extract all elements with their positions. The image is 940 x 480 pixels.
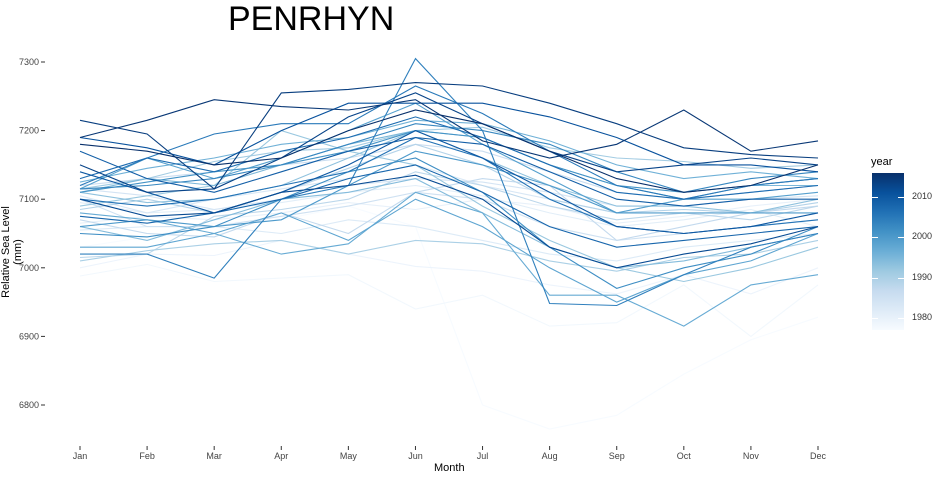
legend-colorbar <box>872 173 904 330</box>
legend-tick-mark <box>872 197 878 199</box>
legend-tick-mark <box>872 317 878 319</box>
x-tick-label: Jan <box>73 451 88 461</box>
x-axis: Jan Feb Mar Apr May Jun Jul Aug Sep Oct Nov Dec <box>73 446 827 461</box>
legend-tick-label: 2010 <box>912 191 933 202</box>
series-line-2011 <box>79 102 819 173</box>
series-line-2002 <box>79 157 819 289</box>
legend-tick-mark <box>872 277 878 279</box>
y-axis-label: Relative Sea Level (mm) <box>0 206 24 298</box>
x-tick-label: May <box>340 451 358 461</box>
y-tick-label: 6900 <box>19 331 39 341</box>
series-line-1997 <box>79 191 819 327</box>
legend-tick-label: 1990 <box>912 271 933 282</box>
series-line-1992 <box>79 129 819 283</box>
y-tick-label: 7100 <box>19 194 39 204</box>
series-line-1991 <box>79 126 819 190</box>
series-line-2010 <box>79 129 819 235</box>
x-tick-label: Dec <box>810 451 827 461</box>
series-line-2016 <box>79 109 819 193</box>
x-tick-label: Feb <box>139 451 155 461</box>
series-line-2004 <box>80 57 819 307</box>
legend-tick-mark <box>898 277 904 279</box>
x-tick-label: Jul <box>477 451 489 461</box>
x-tick-label: Oct <box>677 451 692 461</box>
y-tick-label: 7300 <box>19 57 39 67</box>
series-line-2014 <box>79 82 819 190</box>
series-line-1978 <box>79 263 819 338</box>
legend-title: year <box>871 156 893 168</box>
y-tick-label: 7000 <box>19 263 39 273</box>
series-line-1999 <box>79 102 819 214</box>
series-line-2007 <box>79 116 819 200</box>
y-tick-label: 6800 <box>19 400 39 410</box>
series-line-1977 <box>79 205 819 430</box>
y-tick-label: 7200 <box>19 126 39 136</box>
legend-tick-mark <box>872 237 878 239</box>
x-tick-label: Apr <box>274 451 288 461</box>
chart-title: PENRHYN <box>228 0 395 38</box>
x-tick-label: Mar <box>206 451 222 461</box>
series-line-2013 <box>79 92 819 193</box>
series-line-2012 <box>79 174 819 269</box>
series-line-2015 <box>79 99 819 159</box>
legend-tick-label: 2000 <box>912 231 933 242</box>
series-line-1990 <box>79 239 819 272</box>
series-line-1989 <box>79 143 819 214</box>
series-lines <box>79 57 819 430</box>
x-tick-label: Jun <box>408 451 423 461</box>
series-line-1979 <box>79 239 819 295</box>
series-line-2005 <box>79 85 819 200</box>
x-tick-label: Sep <box>609 451 625 461</box>
series-line-2000 <box>79 150 818 228</box>
legend-tick-mark <box>898 197 904 199</box>
series-line-1998 <box>80 198 819 303</box>
series-line-1996 <box>79 119 819 183</box>
legend-tick-label: 1980 <box>912 311 933 322</box>
legend-tick-mark <box>898 237 904 239</box>
x-axis-label: Month <box>434 462 465 474</box>
series-line-1994 <box>79 178 819 269</box>
y-axis: 6800 6900 7000 7100 7200 7300 <box>19 57 45 410</box>
x-tick-label: Nov <box>743 451 760 461</box>
x-tick-label: Aug <box>542 451 558 461</box>
series-line-2008 <box>79 164 819 248</box>
legend-tick-mark <box>898 317 904 319</box>
